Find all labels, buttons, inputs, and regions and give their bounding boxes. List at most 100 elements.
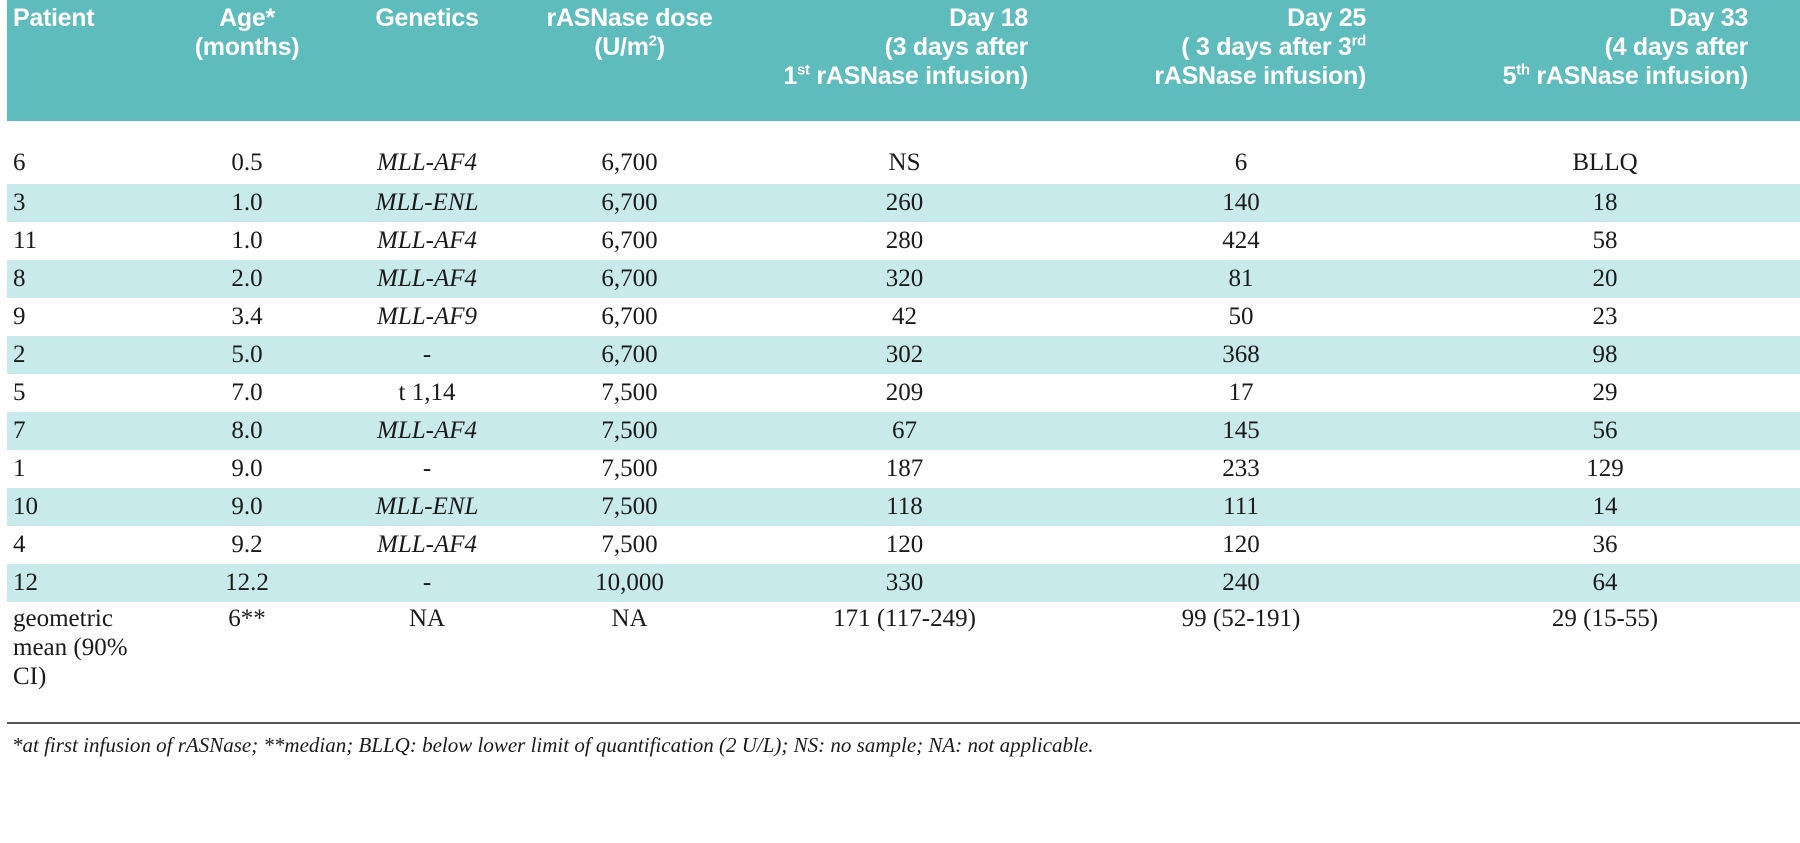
cell-day18: 302 bbox=[885, 341, 924, 368]
mean-genetics: NA bbox=[408, 605, 446, 632]
table-row: 7 8.0 MLL-AF4 7,500 67 145 56 bbox=[7, 412, 1800, 450]
cell-age: 12.2 bbox=[225, 569, 269, 596]
cell-day33: 29 bbox=[1592, 379, 1618, 406]
cell-dose: 7,500 bbox=[601, 455, 658, 482]
cell-day33: 20 bbox=[1592, 265, 1618, 292]
cell-day25: 81 bbox=[1228, 265, 1254, 292]
mean-label: geometric mean (90% CI) bbox=[13, 605, 128, 690]
cell-genetics: - bbox=[422, 341, 432, 368]
cell-genetics: MLL-AF4 bbox=[377, 148, 477, 176]
table-row: 6 0.5 MLL-AF4 6,700 NS 6 BLLQ bbox=[7, 121, 1800, 184]
cell-day25: 17 bbox=[1228, 379, 1254, 406]
cell-patient: 9 bbox=[13, 303, 26, 330]
cell-age: 2.0 bbox=[231, 265, 263, 292]
cell-day18: 280 bbox=[885, 227, 924, 254]
mean-age: 6** bbox=[228, 605, 266, 632]
cell-patient: 10 bbox=[13, 493, 38, 520]
cell-dose: 7,500 bbox=[601, 417, 658, 444]
mean-day18: 171 (117-249) bbox=[833, 605, 976, 632]
cell-day18: 330 bbox=[885, 569, 924, 596]
cell-day18: 260 bbox=[885, 189, 924, 216]
cell-day18: 320 bbox=[885, 265, 924, 292]
cell-dose: 6,700 bbox=[601, 265, 658, 292]
cell-genetics: MLL-AF4 bbox=[377, 265, 477, 292]
cell-genetics: - bbox=[422, 455, 432, 482]
cell-genetics: t 1,14 bbox=[398, 379, 456, 406]
header-patient: Patient bbox=[13, 4, 95, 32]
table-header: Patient Age* (months) Genetics rASNase d… bbox=[7, 0, 1800, 121]
geometric-mean-row: geometric mean (90% CI) 6** NA NA 171 (1… bbox=[7, 602, 1800, 691]
cell-day33: 18 bbox=[1592, 189, 1618, 216]
table-row: 10 9.0 MLL-ENL 7,500 118 111 14 bbox=[7, 488, 1800, 526]
table-row: 1 9.0 - 7,500 187 233 129 bbox=[7, 450, 1800, 488]
cell-dose: 6,700 bbox=[601, 227, 658, 254]
cell-day25: 140 bbox=[1222, 189, 1260, 216]
header-dose: rASNase dose (U/m2) bbox=[546, 4, 713, 61]
cell-patient: 2 bbox=[13, 341, 26, 368]
cell-patient: 12 bbox=[13, 569, 38, 596]
cell-dose: 6,700 bbox=[601, 148, 658, 176]
cell-day18: 42 bbox=[892, 303, 917, 330]
cell-genetics: MLL-AF4 bbox=[377, 227, 477, 254]
table-row: 9 3.4 MLL-AF9 6,700 42 50 23 bbox=[7, 298, 1800, 336]
header-age: Age* (months) bbox=[194, 4, 300, 61]
cell-age: 8.0 bbox=[231, 417, 263, 444]
cell-age: 5.0 bbox=[231, 341, 263, 368]
table-row: 11 1.0 MLL-AF4 6,700 280 424 58 bbox=[7, 222, 1800, 260]
cell-day25: 240 bbox=[1222, 569, 1260, 596]
cell-patient: 6 bbox=[13, 148, 26, 176]
footer-rule bbox=[7, 722, 1800, 724]
mean-day25: 99 (52-191) bbox=[1181, 605, 1301, 632]
cell-genetics: MLL-AF9 bbox=[377, 303, 477, 330]
cell-dose: 6,700 bbox=[601, 189, 658, 216]
cell-age: 3.4 bbox=[231, 303, 263, 330]
cell-genetics: - bbox=[422, 569, 432, 596]
cell-dose: 6,700 bbox=[601, 341, 658, 368]
cell-day25: 120 bbox=[1222, 531, 1260, 558]
cell-day33: 36 bbox=[1592, 531, 1618, 558]
table-row: 2 5.0 - 6,700 302 368 98 bbox=[7, 336, 1800, 374]
table-body: 6 0.5 MLL-AF4 6,700 NS 6 BLLQ 3 1.0 MLL-ENL 6,700 2… bbox=[7, 121, 1800, 691]
cell-genetics: MLL-AF4 bbox=[377, 531, 477, 558]
cell-age: 9.0 bbox=[231, 493, 263, 520]
table-row: 5 7.0 t 1,14 7,500 209 17 29 bbox=[7, 374, 1800, 412]
cell-day18: 118 bbox=[886, 493, 923, 520]
cell-genetics: MLL-AF4 bbox=[377, 417, 477, 444]
cell-patient: 1 bbox=[13, 455, 26, 482]
cell-day33: BLLQ bbox=[1572, 148, 1638, 176]
table-container: Patient Age* (months) Genetics rASNase d… bbox=[7, 0, 1800, 691]
footnote: *at first infusion of rASNase; **median;… bbox=[12, 733, 1094, 757]
header-day18: Day 18 (3 days after 1st rASNase infusio… bbox=[783, 4, 1028, 90]
mean-dose: NA bbox=[611, 605, 648, 632]
cell-day25: 368 bbox=[1222, 341, 1260, 368]
cell-dose: 10,000 bbox=[595, 569, 664, 596]
cell-patient: 4 bbox=[13, 531, 26, 558]
cell-age: 9.0 bbox=[231, 455, 263, 482]
cell-day25: 50 bbox=[1228, 303, 1254, 330]
cell-age: 7.0 bbox=[231, 379, 263, 406]
cell-day25: 145 bbox=[1222, 417, 1260, 444]
cell-patient: 5 bbox=[13, 379, 26, 406]
cell-patient: 8 bbox=[13, 265, 26, 292]
cell-dose: 7,500 bbox=[601, 531, 658, 558]
cell-day33: 58 bbox=[1592, 227, 1618, 254]
cell-day33: 14 bbox=[1592, 493, 1618, 520]
cell-day33: 129 bbox=[1586, 455, 1624, 482]
cell-day33: 23 bbox=[1592, 303, 1618, 330]
cell-patient: 11 bbox=[13, 227, 38, 254]
cell-day25: 6 bbox=[1234, 148, 1248, 176]
cell-age: 1.0 bbox=[231, 189, 263, 216]
cell-day33: 98 bbox=[1592, 341, 1618, 368]
cell-age: 0.5 bbox=[231, 148, 263, 176]
cell-day18: 209 bbox=[885, 379, 924, 406]
cell-day18: 120 bbox=[885, 531, 924, 558]
table-row: 8 2.0 MLL-AF4 6,700 320 81 20 bbox=[7, 260, 1800, 298]
cell-age: 9.2 bbox=[231, 531, 263, 558]
cell-genetics: MLL-ENL bbox=[375, 189, 479, 216]
cell-patient: 7 bbox=[13, 417, 26, 444]
table-row: 12 12.2 - 10,000 330 240 64 bbox=[7, 564, 1800, 602]
cell-day18: NS bbox=[888, 148, 921, 176]
header-row: Patient Age* (months) Genetics rASNase d… bbox=[7, 0, 1800, 121]
cell-day33: 56 bbox=[1592, 417, 1618, 444]
table-row: 3 1.0 MLL-ENL 6,700 260 140 18 bbox=[7, 184, 1800, 222]
